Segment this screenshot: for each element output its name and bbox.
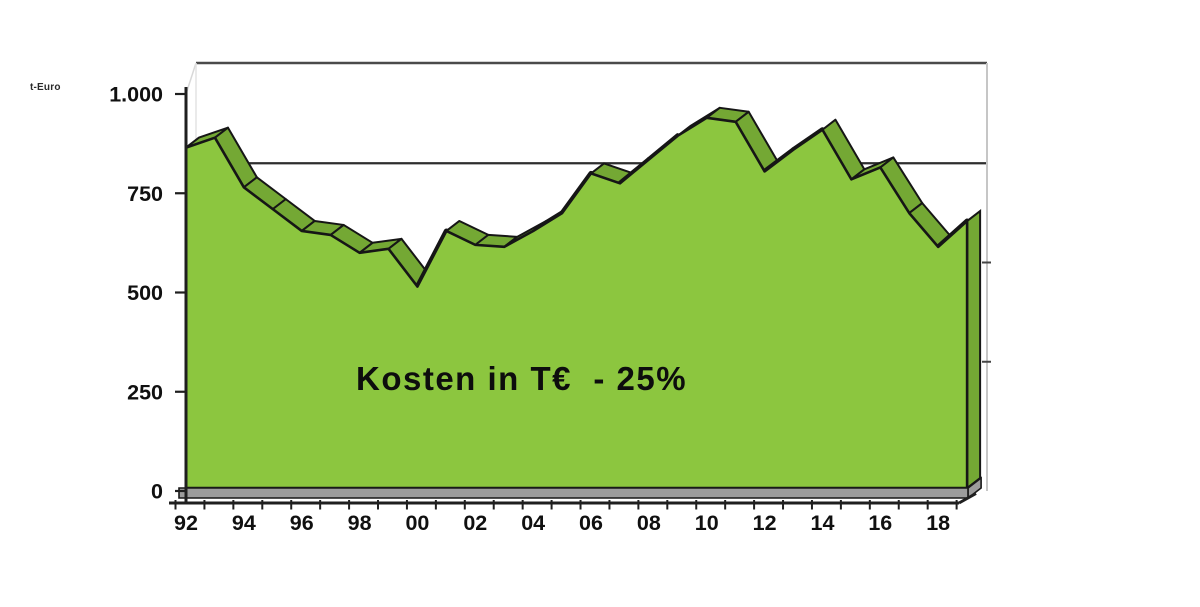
y-tick-label: 0	[151, 480, 163, 504]
x-tick-label: 92	[174, 511, 198, 535]
x-tick-label: 18	[926, 511, 950, 535]
area-front-face	[184, 116, 969, 490]
x-tick-label: 98	[348, 511, 372, 535]
x-tick-label: 10	[695, 511, 719, 535]
x-tick-label: 00	[405, 511, 429, 535]
x-tick-label: 06	[579, 511, 603, 535]
x-tick-label: 96	[290, 511, 314, 535]
x-tick-label: 12	[753, 511, 777, 535]
x-tick-label: 14	[810, 511, 834, 535]
x-axis-end-slant	[958, 492, 977, 505]
y-tick-label: 750	[127, 182, 163, 206]
backwall-left-diagonal	[185, 62, 197, 95]
chart-overlay-title: Kosten in T€ - 25%	[356, 360, 688, 397]
x-tick-label: 02	[463, 511, 487, 535]
y-tick-label: 500	[127, 281, 163, 305]
y-tick-label: 250	[127, 380, 163, 404]
area-side-face	[966, 209, 982, 491]
floor-front	[178, 487, 969, 499]
y-tick-label: 1.000	[109, 83, 163, 107]
unit-label: t-Euro	[30, 82, 61, 93]
x-tick-label: 16	[868, 511, 892, 535]
floor-right-corner	[967, 476, 982, 500]
x-tick-label: 04	[521, 511, 545, 535]
x-tick-label: 08	[637, 511, 661, 535]
x-tick-label: 94	[232, 511, 256, 535]
